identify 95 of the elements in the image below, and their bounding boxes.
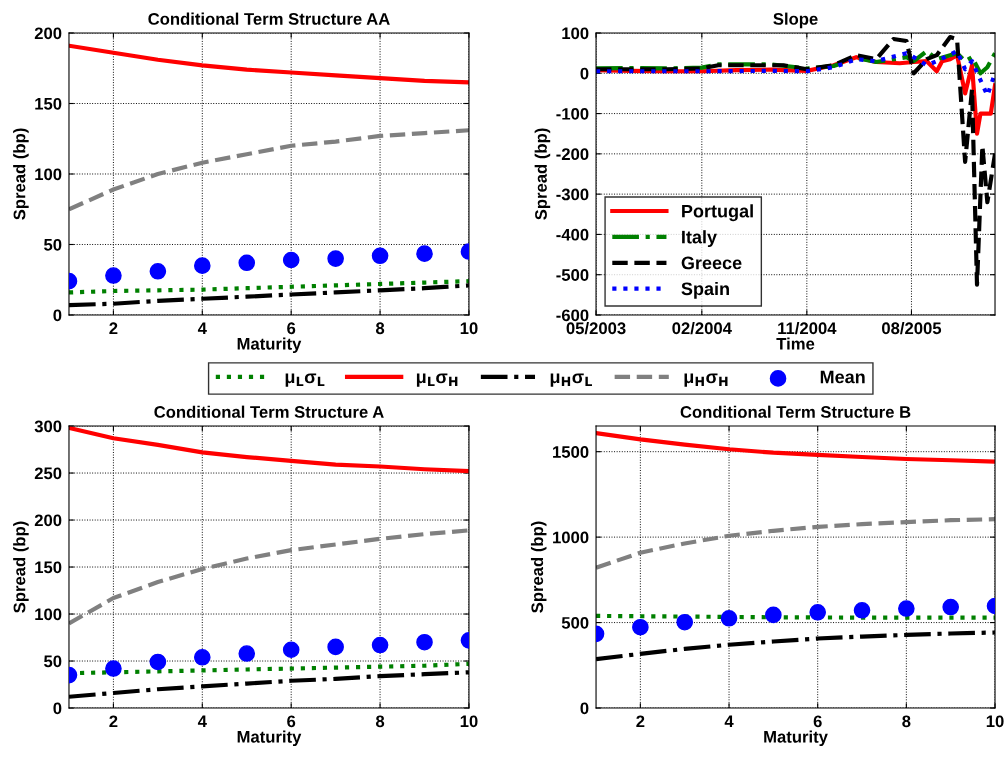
x-axis-title: Maturity xyxy=(237,730,302,747)
y-axis-title: Spread (bp) xyxy=(13,128,29,220)
x-tick-label: 08/2005 xyxy=(882,321,942,335)
legend-label: Spain xyxy=(681,281,729,299)
point xyxy=(149,653,167,671)
y-tick-label: 0 xyxy=(580,702,589,715)
y-tick-label: 300 xyxy=(34,420,62,433)
y-tick-label: 50 xyxy=(44,655,62,668)
point xyxy=(371,247,389,265)
x-axis-title: Maturity xyxy=(237,337,302,354)
y-tick-label: 100 xyxy=(35,608,62,621)
x-tick-label: 10 xyxy=(986,715,1004,728)
legend-label: μ$_{H}$σ$_{L}$ xyxy=(550,373,592,387)
point xyxy=(194,257,211,274)
line-series xyxy=(596,517,996,570)
x-tick-label: 8 xyxy=(375,322,385,335)
y-axis-title: Spread (bp) xyxy=(534,128,551,220)
y-tick-label: -100 xyxy=(556,107,589,120)
y-tick-label: 200 xyxy=(34,514,62,527)
y-tick-label: 0 xyxy=(580,67,589,80)
legend-label: Italy xyxy=(682,230,717,248)
x-tick-label: 2 xyxy=(109,715,118,728)
legend-label: μ$_{L}$σ$_{L}$ xyxy=(285,373,325,387)
x-tick-label: 8 xyxy=(375,715,385,728)
point xyxy=(327,250,344,267)
y-tick-label: 150 xyxy=(35,561,62,574)
line-series xyxy=(68,128,469,212)
legend-label: μ$_{H}$σ$_{H}$ xyxy=(684,373,728,387)
x-tick-label: 02/2004 xyxy=(672,321,732,335)
x-tick-label: 05/2003 xyxy=(566,321,626,335)
x-tick-label: 8 xyxy=(902,715,911,728)
x-tick-label: 2 xyxy=(109,322,118,335)
line-series xyxy=(68,528,469,626)
x-tick-label: 10 xyxy=(460,715,478,728)
point xyxy=(416,245,433,262)
y-tick-label: 0 xyxy=(53,702,62,715)
y-tick-label: 200 xyxy=(34,27,62,40)
x-axis-title: Maturity xyxy=(764,730,828,747)
point xyxy=(238,645,256,662)
point xyxy=(238,254,256,272)
x-axis-title: Time xyxy=(776,337,815,350)
y-tick-label: -400 xyxy=(556,228,589,241)
chart-title: Conditional Term Structure A xyxy=(154,405,384,418)
point xyxy=(632,618,649,636)
point xyxy=(105,660,122,677)
chart-title: Conditional Term Structure AA xyxy=(148,12,390,25)
y-tick-label: -500 xyxy=(556,269,589,281)
chart-title: Conditional Term Structure B xyxy=(680,405,911,418)
y-tick-label: 500 xyxy=(561,616,589,629)
x-tick-label: 4 xyxy=(197,715,207,728)
y-tick-label: 150 xyxy=(35,97,62,110)
x-tick-label: 10 xyxy=(460,322,478,335)
y-tick-label: -200 xyxy=(556,148,589,161)
line-series xyxy=(68,43,469,85)
legend-label: Mean xyxy=(820,370,865,384)
y-tick-label: 0 xyxy=(53,309,62,322)
y-tick-label: -600 xyxy=(556,309,589,322)
y-axis-title: Spread (bp) xyxy=(530,521,547,613)
point xyxy=(898,600,915,617)
point xyxy=(327,638,344,656)
y-tick-label: 50 xyxy=(44,238,62,251)
point xyxy=(416,633,433,651)
point xyxy=(282,251,300,269)
y-tick-label: 1500 xyxy=(553,446,589,458)
point xyxy=(853,601,871,619)
point xyxy=(809,604,826,621)
line-series xyxy=(68,279,469,295)
point xyxy=(942,598,959,616)
y-tick-label: -300 xyxy=(556,188,589,201)
point xyxy=(105,267,122,284)
legend-label: μ$_{L}$σ$_{H}$ xyxy=(416,373,458,387)
y-tick-label: 100 xyxy=(562,27,589,40)
point xyxy=(676,613,694,631)
line-series xyxy=(596,49,996,76)
point xyxy=(194,648,211,666)
x-tick-label: 4 xyxy=(724,715,734,728)
x-tick-label: 6 xyxy=(813,715,822,728)
x-tick-label: 11/2004 xyxy=(778,321,837,335)
y-axis-title: Spread (bp) xyxy=(13,521,29,613)
point xyxy=(282,641,300,659)
legend-label: Greece xyxy=(681,256,742,270)
legend-label: Portugal xyxy=(682,204,753,222)
point xyxy=(765,606,782,624)
y-tick-label: 1000 xyxy=(553,531,589,544)
point xyxy=(720,609,738,627)
line-series xyxy=(596,430,996,464)
y-tick-label: 250 xyxy=(34,467,62,480)
x-tick-label: 6 xyxy=(287,322,296,335)
chart-title: Slope xyxy=(773,12,818,29)
x-tick-label: 6 xyxy=(287,715,296,728)
x-tick-label: 2 xyxy=(636,715,645,728)
point xyxy=(371,636,389,654)
point xyxy=(149,262,167,280)
y-tick-label: 100 xyxy=(35,168,62,181)
x-tick-label: 4 xyxy=(197,322,207,335)
